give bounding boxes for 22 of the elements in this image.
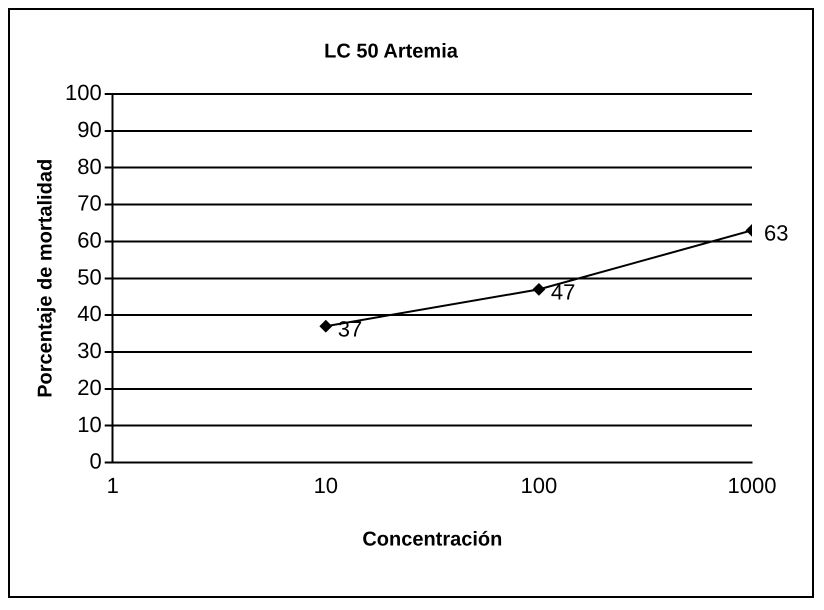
x-tick-label: 1000 [728, 472, 776, 498]
y-tick-label: 10 [77, 412, 102, 437]
x-axis-title: Concentración [362, 528, 502, 551]
y-tick-label: 30 [77, 338, 102, 364]
x-tick-label: 10 [314, 472, 338, 498]
y-tick-label: 40 [77, 301, 102, 326]
y-tick-label: 50 [77, 264, 102, 290]
y-tick-label: 60 [77, 228, 102, 253]
y-axis-title: Porcentaje de mortalidad [34, 158, 57, 398]
point [320, 320, 332, 332]
data-label: 47 [550, 279, 576, 304]
x-tick-label: 1 [106, 472, 119, 498]
y-tick-label: 80 [77, 154, 102, 179]
y-tick-label: 90 [77, 116, 102, 142]
y-tick-label: 100 [64, 80, 102, 106]
chart-title: LC 50 Artemia [324, 40, 459, 63]
y-tick-label: 0 [89, 448, 102, 474]
y-tick-label: 20 [77, 374, 102, 400]
point [532, 283, 545, 296]
x-tick-label: 100 [520, 472, 558, 498]
data-label: 63 [764, 220, 788, 246]
y-tick-label: 70 [77, 190, 102, 216]
